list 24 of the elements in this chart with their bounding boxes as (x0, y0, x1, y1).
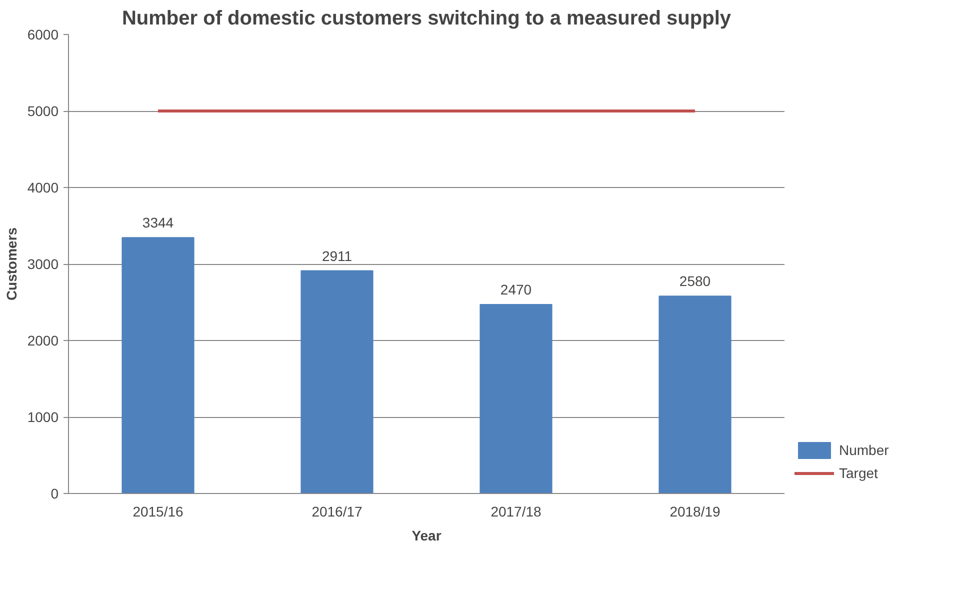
y-tick-label: 6000 (27, 26, 59, 42)
y-tick-label: 4000 (27, 180, 59, 196)
bar (300, 270, 374, 494)
x-axis-title: Year (412, 528, 442, 544)
y-tick-label: 0 (50, 486, 59, 502)
bar (122, 237, 194, 494)
chart-title: Number of domestic customers switching to a measured supply (122, 8, 732, 30)
x-tick-label: 2018/19 (670, 504, 721, 520)
y-tick-label: 1000 (27, 409, 59, 425)
x-tick-label: 2015/16 (132, 504, 184, 520)
legend-label: Number (839, 442, 889, 458)
data-label: 2580 (679, 273, 711, 290)
bar (658, 296, 732, 494)
legend-label: Target (839, 465, 878, 481)
data-label: 2911 (322, 248, 352, 264)
x-tick-label: 2017/18 (490, 504, 542, 520)
x-tick-label: 2016/17 (312, 504, 363, 520)
data-label: 2470 (500, 282, 532, 298)
y-tick-label: 2000 (27, 332, 59, 348)
y-axis-title: Customers (3, 227, 20, 301)
y-tick-label: 5000 (27, 103, 59, 119)
bar (480, 304, 552, 494)
y-tick-label: 3000 (27, 256, 59, 272)
data-label: 3344 (142, 214, 174, 231)
